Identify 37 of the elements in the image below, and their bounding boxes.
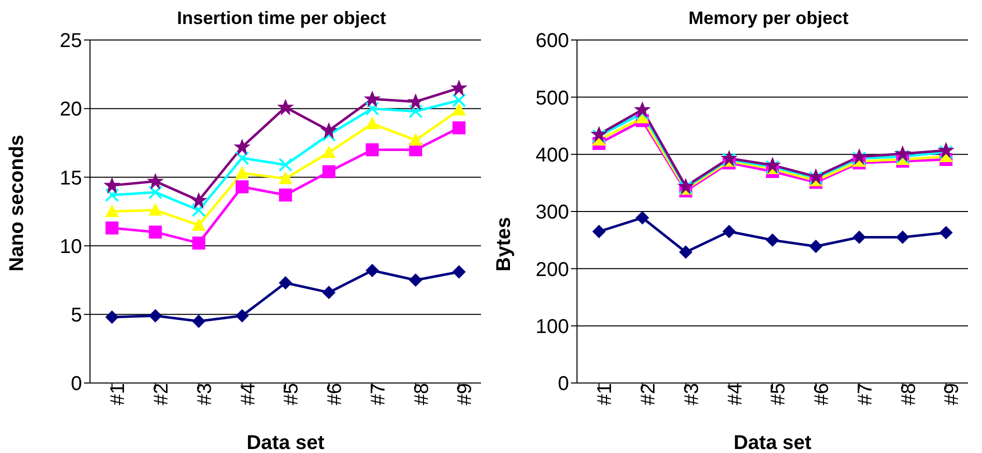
x-tick-label: #5 — [280, 383, 303, 406]
x-tick-label: #8 — [410, 383, 433, 406]
x-tick-label: #4 — [237, 383, 260, 406]
x-tick-label: #3 — [680, 383, 703, 406]
y-tick-label: 500 — [536, 87, 569, 110]
x-tick-label: #6 — [811, 383, 834, 406]
y-tick-label: 0 — [70, 373, 82, 396]
y-tick-label: 100 — [536, 316, 569, 338]
x-tick-label: #5 — [768, 383, 790, 406]
y-axis-title: Nano seconds — [6, 134, 28, 272]
y-tick-label: 200 — [536, 258, 569, 281]
y-tick-label: 0 — [558, 373, 569, 396]
y-tick-label: 15 — [60, 167, 82, 190]
chart-title: Insertion time per object — [176, 8, 388, 30]
x-tick-label: #8 — [898, 383, 920, 406]
x-tick-label: #9 — [941, 383, 964, 406]
x-tick-label: #2 — [638, 383, 660, 406]
y-tick-label: 10 — [60, 236, 82, 258]
y-tick-label: 5 — [70, 304, 82, 326]
x-tick-label: #9 — [454, 383, 476, 406]
x-tick-label: #1 — [107, 383, 130, 406]
x-tick-label: #4 — [724, 383, 746, 406]
x-axis-title: Data set — [734, 432, 812, 453]
chart-title: Memory per object — [687, 8, 850, 30]
y-tick-label: 300 — [536, 202, 569, 224]
y-axis-title: Bytes — [493, 217, 516, 272]
x-tick-label: #6 — [324, 383, 346, 406]
x-tick-label: #3 — [194, 383, 216, 406]
x-tick-label: #7 — [854, 383, 876, 406]
x-tick-label: #7 — [367, 383, 390, 406]
y-tick-label: 25 — [60, 30, 82, 52]
x-tick-label: #2 — [150, 383, 173, 406]
y-tick-label: 20 — [60, 98, 82, 121]
y-tick-label: 600 — [536, 30, 569, 52]
y-tick-label: 400 — [536, 144, 569, 166]
x-axis-title: Data set — [246, 432, 325, 453]
x-tick-label: #1 — [594, 383, 616, 406]
